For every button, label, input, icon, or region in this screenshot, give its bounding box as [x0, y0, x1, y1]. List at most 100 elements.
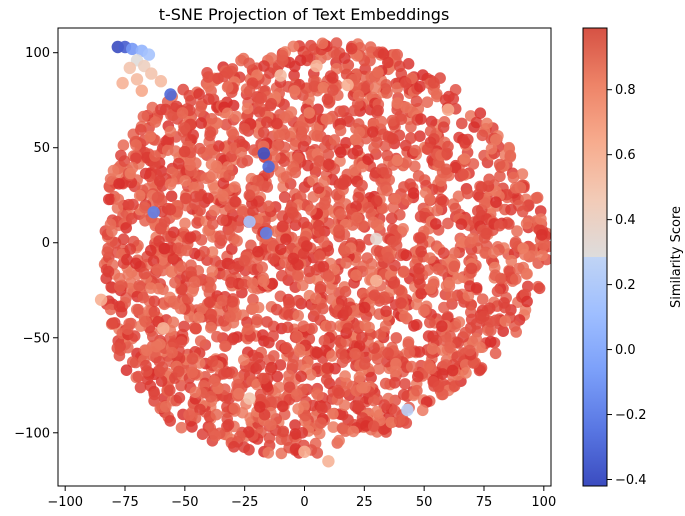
- scatter-point: [193, 88, 205, 100]
- scatter-point: [327, 421, 340, 433]
- scatter-point: [391, 154, 404, 167]
- scatter-point: [153, 355, 166, 368]
- scatter-point: [415, 245, 427, 258]
- scatter-point: [315, 417, 327, 429]
- scatter-point: [286, 359, 299, 371]
- chart-title: t-SNE Projection of Text Embeddings: [159, 5, 450, 24]
- scatter-point: [151, 263, 164, 276]
- scatter-point: [479, 197, 491, 209]
- y-tick-label: −50: [23, 331, 50, 346]
- scatter-point: [224, 310, 236, 323]
- highlight-point: [441, 103, 455, 116]
- scatter-point: [414, 80, 426, 93]
- scatter-point: [470, 282, 483, 294]
- scatter-point: [353, 371, 366, 384]
- scatter-point: [442, 217, 454, 230]
- scatter-point: [431, 90, 443, 103]
- scatter-point: [322, 270, 335, 282]
- scatter-point: [351, 211, 363, 224]
- highlight-point: [260, 227, 273, 240]
- scatter-point: [184, 159, 196, 171]
- scatter-point: [175, 336, 187, 348]
- scatter-point: [289, 60, 301, 73]
- scatter-point: [380, 305, 392, 318]
- scatter-point: [435, 193, 448, 206]
- scatter-point: [242, 426, 255, 438]
- scatter-point: [121, 253, 133, 266]
- scatter-point: [317, 260, 330, 273]
- scatter-point: [390, 332, 403, 344]
- scatter-point: [333, 387, 345, 399]
- highlight-points-layer: [94, 40, 455, 468]
- scatter-point: [409, 144, 422, 157]
- highlight-point: [401, 403, 414, 417]
- scatter-point: [339, 285, 352, 298]
- scatter-point: [181, 244, 193, 257]
- scatter-point: [187, 129, 199, 141]
- scatter-point: [276, 220, 289, 233]
- scatter-point: [232, 372, 245, 384]
- scatter-point: [139, 167, 152, 180]
- scatter-point: [257, 126, 270, 139]
- scatter-point: [145, 282, 157, 294]
- scatter-point: [270, 303, 283, 316]
- scatter-point: [356, 381, 368, 394]
- scatter-point: [330, 37, 343, 49]
- scatter-point: [391, 97, 404, 109]
- scatter-point: [178, 320, 190, 333]
- scatter-point: [389, 259, 401, 272]
- scatter-point: [253, 106, 266, 118]
- scatter-point: [291, 388, 303, 401]
- scatter-point: [295, 129, 308, 142]
- scatter-point: [149, 150, 161, 162]
- scatter-point: [273, 129, 286, 142]
- scatter-point: [265, 98, 278, 110]
- scatter-point: [503, 218, 515, 230]
- scatter-point: [216, 190, 229, 202]
- scatter-point: [216, 294, 229, 307]
- scatter-point: [418, 305, 430, 317]
- scatter-point: [243, 57, 255, 70]
- scatter-point: [194, 403, 206, 416]
- scatter-point: [404, 178, 417, 190]
- scatter-point: [281, 321, 294, 334]
- highlight-point: [262, 160, 275, 173]
- scatter-point: [402, 58, 415, 70]
- scatter-point: [102, 242, 114, 255]
- scatter-point: [204, 296, 216, 309]
- scatter-point: [117, 233, 130, 245]
- scatter-point: [414, 210, 427, 223]
- scatter-point: [430, 218, 442, 230]
- scatter-point: [535, 213, 547, 225]
- scatter-point: [289, 166, 302, 179]
- scatter-point: [117, 139, 130, 151]
- scatter-point: [254, 388, 267, 401]
- scatter-point: [102, 265, 115, 278]
- highlight-point: [341, 78, 354, 92]
- scatter-point: [192, 311, 205, 324]
- scatter-point: [265, 52, 278, 64]
- scatter-point: [378, 399, 391, 411]
- scatter-point: [372, 66, 384, 78]
- scatter-point: [283, 381, 296, 394]
- scatter-point: [221, 66, 234, 79]
- scatter-point: [295, 370, 307, 383]
- scatter-point: [230, 110, 243, 123]
- scatter-point: [393, 414, 406, 427]
- scatter-point: [463, 344, 476, 357]
- scatter-point: [421, 96, 434, 108]
- scatter-point: [206, 265, 219, 277]
- scatter-point: [483, 173, 495, 186]
- scatter-point: [362, 201, 375, 214]
- scatter-point: [206, 246, 219, 258]
- scatter-point: [397, 388, 410, 401]
- x-tick-label: −75: [111, 495, 138, 510]
- scatter-point: [292, 152, 304, 164]
- scatter-point: [369, 82, 382, 94]
- scatter-point: [415, 287, 427, 300]
- scatter-point: [280, 342, 293, 354]
- scatter-point: [246, 277, 259, 289]
- scatter-point: [205, 308, 217, 321]
- scatter-point: [204, 391, 217, 403]
- scatter-point: [376, 163, 388, 175]
